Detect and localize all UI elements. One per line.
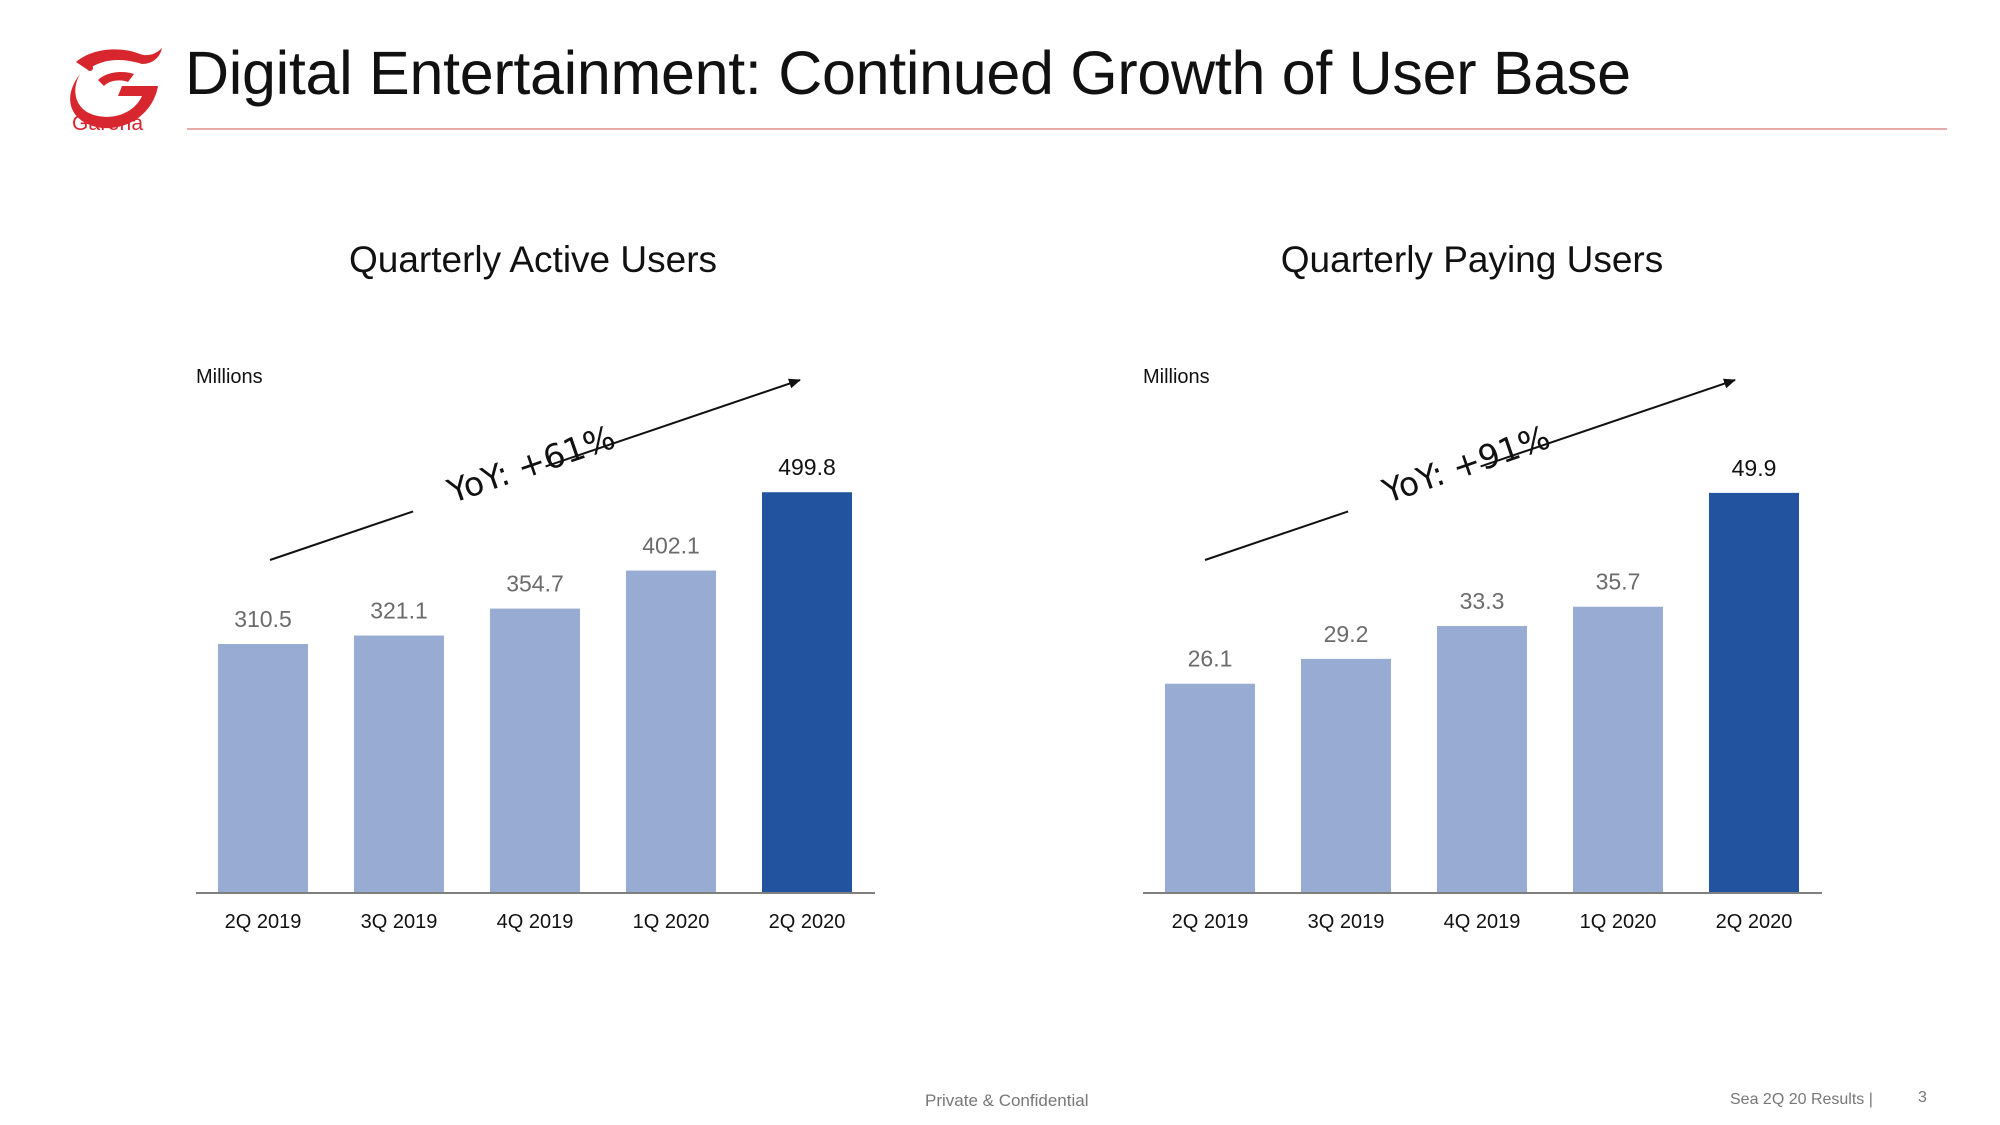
category-label: 4Q 2019 [497, 911, 574, 933]
bar-2q-2019 [1165, 683, 1255, 893]
category-label: 1Q 2020 [633, 911, 710, 933]
unit-label: Millions [1143, 366, 1210, 388]
trend-arrow-head [1480, 378, 1736, 468]
garena-logo [70, 48, 162, 129]
value-label: 310.5 [234, 606, 292, 632]
yoy-annotation: YoY: +61% [442, 417, 621, 511]
bar-3q-2019 [1301, 658, 1391, 893]
active-users-chart: Quarterly Active Users Millions 310.5 2Q 20… [196, 239, 875, 933]
category-label: 2Q 2019 [225, 911, 302, 933]
value-label: 26.1 [1188, 646, 1233, 672]
paying-users-chart: Quarterly Paying Users Millions 26.1 2Q 201… [1143, 239, 1822, 933]
value-label: 49.9 [1732, 455, 1777, 481]
bar-2q-2020 [1709, 492, 1799, 893]
bar-2q-2019 [218, 644, 308, 893]
value-label: 35.7 [1596, 569, 1641, 595]
trend-arrow-tail [1204, 510, 1349, 561]
chart-title: Quarterly Active Users [349, 239, 717, 280]
footer-results-label: Sea 2Q 20 Results | [1730, 1091, 1873, 1108]
category-label: 4Q 2019 [1444, 911, 1521, 933]
bar-1q-2020 [626, 570, 716, 893]
bar-4q-2019 [1437, 625, 1527, 893]
category-label: 2Q 2019 [1172, 911, 1249, 933]
value-label: 33.3 [1460, 588, 1505, 614]
footer-confidential: Private & Confidential [925, 1091, 1089, 1110]
title-divider [187, 128, 1947, 130]
page-title: Digital Entertainment: Continued Growth … [185, 39, 1631, 107]
category-label: 3Q 2019 [361, 911, 438, 933]
trend-arrow-tail [269, 510, 414, 561]
value-label: 321.1 [370, 598, 428, 624]
bar-1q-2020 [1573, 606, 1663, 893]
value-label: 402.1 [642, 533, 700, 559]
category-label: 1Q 2020 [1580, 911, 1657, 933]
trend-arrow-head [545, 378, 801, 468]
category-label: 3Q 2019 [1308, 911, 1385, 933]
value-label: 29.2 [1324, 621, 1369, 647]
unit-label: Millions [196, 366, 263, 388]
bar-4q-2019 [490, 608, 580, 893]
value-label: 354.7 [506, 571, 564, 597]
chart-title: Quarterly Paying Users [1281, 239, 1663, 280]
bar-3q-2019 [354, 635, 444, 893]
yoy-annotation: YoY: +91% [1377, 417, 1556, 511]
bar-2q-2020 [762, 492, 852, 893]
page-number: 3 [1918, 1089, 1927, 1106]
category-label: 2Q 2020 [769, 911, 846, 933]
logo-text: Garena [72, 112, 144, 135]
value-label: 499.8 [778, 454, 836, 480]
category-label: 2Q 2020 [1716, 911, 1793, 933]
